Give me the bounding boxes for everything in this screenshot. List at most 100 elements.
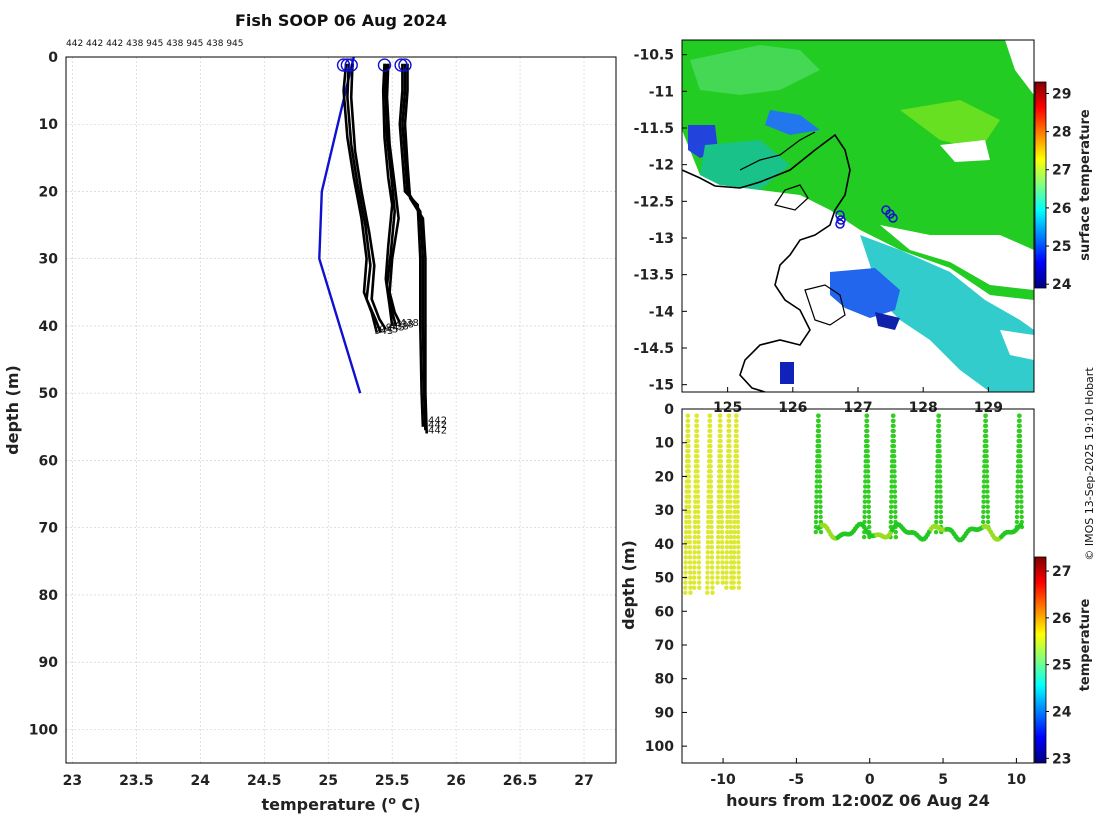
cast-point bbox=[695, 459, 700, 464]
profile-ticks: 23 23.5 24 24.5 25 25.5 26 26.5 27 0 10 20 30 40 50 60 7… bbox=[29, 50, 594, 789]
surface-marker bbox=[336, 58, 351, 72]
cast-point bbox=[1017, 413, 1022, 418]
cast-point bbox=[891, 443, 897, 449]
cast-point bbox=[728, 519, 733, 525]
cast-point bbox=[814, 484, 819, 489]
cast-point bbox=[1014, 509, 1020, 515]
cast-point bbox=[814, 504, 819, 509]
cast-point bbox=[736, 555, 741, 560]
cast-point bbox=[893, 529, 898, 535]
cast-point bbox=[708, 489, 714, 494]
cast-point bbox=[734, 448, 740, 454]
cast-point bbox=[981, 514, 986, 520]
cast-point bbox=[718, 454, 724, 459]
cast-point bbox=[889, 489, 894, 494]
map-colorbar-tick-label: 26 bbox=[1052, 201, 1071, 217]
cast-point bbox=[724, 550, 730, 555]
cast-point bbox=[728, 499, 733, 504]
profile-end-label: 442 bbox=[428, 426, 447, 437]
profile-end-label: 945 bbox=[379, 325, 398, 336]
cast-point bbox=[719, 489, 724, 494]
cast-point bbox=[893, 504, 898, 509]
map-y-tick-label: -14.5 bbox=[634, 341, 674, 357]
cast-point bbox=[816, 438, 822, 444]
cast-point bbox=[683, 585, 688, 590]
cast-point bbox=[1019, 504, 1024, 509]
cast-point bbox=[937, 474, 943, 479]
cast-point bbox=[936, 413, 942, 418]
cast-point bbox=[718, 448, 723, 454]
cast-point bbox=[936, 423, 942, 429]
cast-point bbox=[726, 423, 732, 429]
cast-point bbox=[981, 499, 986, 504]
cast-point bbox=[814, 489, 819, 494]
cast-point bbox=[734, 459, 740, 464]
cast-point bbox=[728, 529, 733, 535]
surface-marker bbox=[394, 58, 408, 72]
cast-point bbox=[695, 489, 701, 494]
cast-point bbox=[696, 524, 701, 530]
cast-point bbox=[687, 514, 692, 520]
x-tick-label: 23 bbox=[63, 773, 82, 789]
cast-point bbox=[710, 580, 715, 585]
cast-point bbox=[862, 514, 867, 520]
cast-point bbox=[692, 560, 697, 565]
cast-point bbox=[734, 454, 740, 459]
cast-point bbox=[715, 560, 721, 565]
cast-point bbox=[683, 580, 688, 585]
cast-point bbox=[817, 454, 822, 459]
cast-point bbox=[728, 539, 734, 545]
cast-point bbox=[683, 550, 689, 555]
cast-point bbox=[891, 418, 896, 423]
cast-point bbox=[937, 433, 942, 439]
cast-point bbox=[724, 529, 730, 535]
profile-x-axis-label: temperature (o C) bbox=[261, 794, 420, 814]
time-depth-y-axis-label: depth (m) bbox=[619, 540, 638, 630]
cast-point bbox=[1018, 484, 1024, 489]
cast-point bbox=[692, 519, 698, 525]
cast-point bbox=[889, 484, 894, 489]
cast-point bbox=[888, 509, 894, 515]
cast-point bbox=[726, 413, 732, 418]
cast-point bbox=[985, 489, 990, 494]
cast-point bbox=[734, 469, 740, 474]
cast-point bbox=[719, 504, 724, 509]
cast-point bbox=[938, 519, 944, 525]
cast-point bbox=[708, 448, 713, 454]
cast-point bbox=[936, 418, 942, 423]
cast-point bbox=[888, 519, 894, 525]
cast-point bbox=[817, 448, 822, 454]
cast-point bbox=[687, 555, 693, 560]
cast-point bbox=[736, 575, 741, 580]
cast-point bbox=[695, 469, 700, 474]
map-colorbar bbox=[1034, 81, 1047, 289]
cast-point bbox=[697, 585, 702, 590]
cast-point bbox=[686, 489, 692, 494]
cast-point bbox=[683, 555, 688, 560]
cast-point bbox=[1019, 514, 1024, 520]
cast-point bbox=[814, 499, 819, 504]
cast-point bbox=[710, 590, 715, 595]
y-tick-label: 80 bbox=[39, 588, 59, 604]
cast-point bbox=[984, 464, 990, 469]
cast-point bbox=[720, 580, 725, 585]
cast-point bbox=[688, 580, 693, 585]
cast-point bbox=[866, 519, 872, 525]
cast-point bbox=[718, 464, 724, 469]
cast-point bbox=[728, 514, 733, 520]
cast-point bbox=[892, 459, 897, 464]
cast-point bbox=[865, 464, 871, 469]
cast-point bbox=[1018, 459, 1023, 464]
cast-point bbox=[984, 459, 989, 464]
cast-point bbox=[695, 474, 700, 479]
cast-point bbox=[718, 459, 724, 464]
cast-point bbox=[816, 433, 822, 439]
cast-point bbox=[727, 448, 732, 454]
cast-point bbox=[1014, 514, 1020, 520]
cast-point bbox=[724, 560, 729, 565]
cast-point bbox=[816, 423, 821, 429]
cast-point bbox=[719, 514, 724, 520]
cast-point bbox=[981, 479, 987, 484]
cast-point bbox=[708, 464, 713, 469]
cast-point bbox=[937, 438, 942, 444]
